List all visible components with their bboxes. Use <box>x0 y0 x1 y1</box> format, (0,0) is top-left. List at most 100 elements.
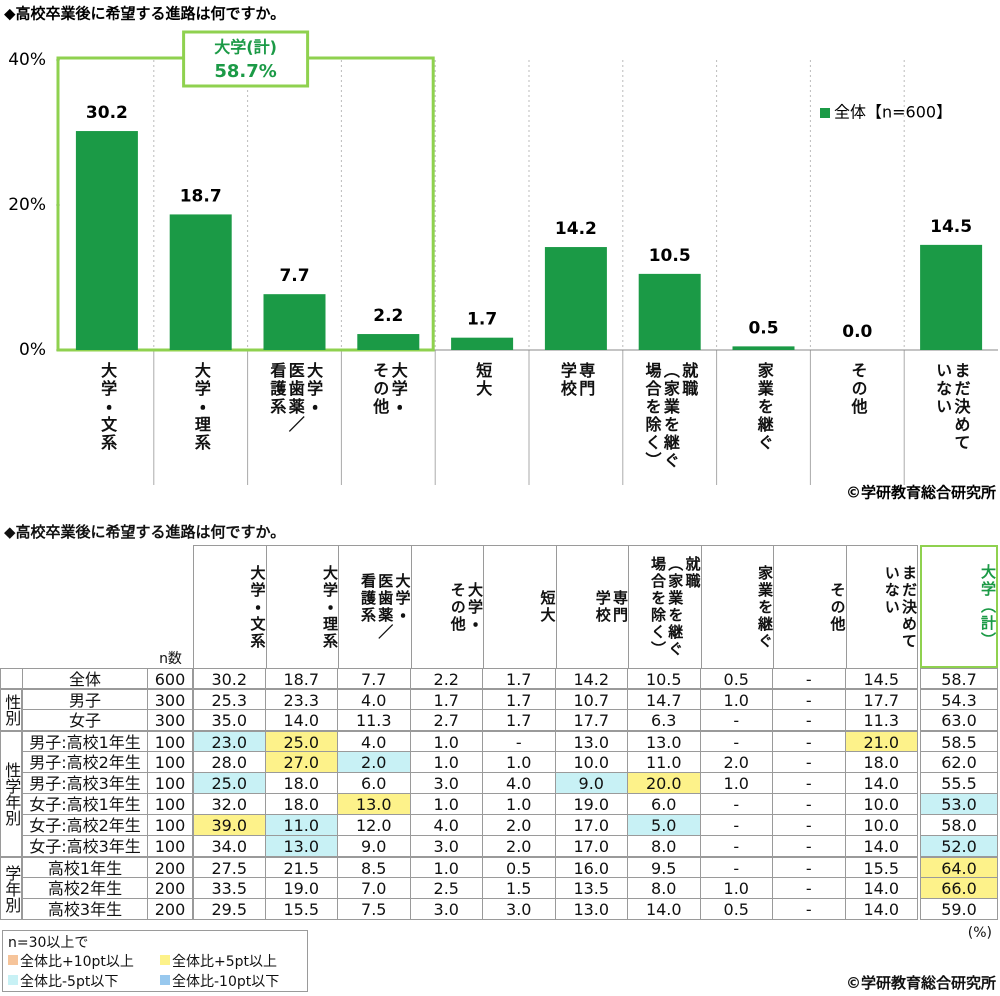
table-cell: 14.7 <box>628 689 701 710</box>
legend-label: 全体【n=600】 <box>834 103 952 122</box>
table-cell: 64.0 <box>920 857 998 878</box>
table-cell: - <box>773 689 846 710</box>
table-cell: 14.0 <box>265 710 338 731</box>
table-cell: 3.0 <box>410 836 483 857</box>
n-cell: 100 <box>148 794 193 815</box>
column-header: その他 <box>773 545 847 668</box>
table-cell: 6.0 <box>338 773 411 794</box>
legend-label: 全体比+10pt以上 <box>20 954 134 970</box>
n-header: n数 <box>159 651 182 667</box>
table-cell: 9.5 <box>628 857 701 878</box>
x-tick-label: 大学・文系 <box>98 362 118 452</box>
table-cell: 23.3 <box>265 689 338 710</box>
table-cell: 2.2 <box>410 668 483 689</box>
legend-swatch <box>8 955 18 965</box>
table-cell: 9.0 <box>555 773 628 794</box>
table-cell: 14.0 <box>628 899 701 920</box>
x-tick-label: 大学・ その他 <box>370 362 408 416</box>
row-label: 女子:高校3年生 <box>22 836 148 857</box>
table-cell: 33.5 <box>193 878 266 899</box>
table-cell: 25.3 <box>193 689 266 710</box>
table-cell: 18.0 <box>845 752 918 773</box>
n-cell: 300 <box>148 710 193 731</box>
table-cell: 13.0 <box>338 794 411 815</box>
table-cell: 2.7 <box>410 710 483 731</box>
column-header: 大学・文系 <box>193 545 267 668</box>
table-cell: 4.0 <box>483 773 556 794</box>
table-cell: 3.0 <box>410 899 483 920</box>
table-cell: 54.3 <box>920 689 998 710</box>
table-cell: 16.0 <box>555 857 628 878</box>
table-cell: 17.0 <box>555 815 628 836</box>
table-cell: 7.0 <box>338 878 411 899</box>
table-cell: 35.0 <box>193 710 266 731</box>
row-label: 男子 <box>22 689 148 710</box>
table-cell: 21.0 <box>845 731 918 752</box>
value-label: 30.2 <box>86 103 128 123</box>
x-tick-label: 短大 <box>473 362 493 398</box>
table-cell: 8.0 <box>628 836 701 857</box>
table-cell: - <box>773 815 846 836</box>
table-cell: 1.0 <box>700 689 773 710</box>
table-cell: 19.0 <box>265 878 338 899</box>
table-cell: - <box>700 857 773 878</box>
x-tick-label: まだ決めて いない <box>933 362 971 452</box>
column-header: 家業を継ぐ <box>700 545 774 668</box>
table-cell: 13.0 <box>628 731 701 752</box>
table-cell: 13.0 <box>555 731 628 752</box>
group-label: 性学年別 <box>0 731 22 857</box>
group-label: 性別 <box>0 689 22 731</box>
legend-title: n=30以上で <box>8 935 89 951</box>
value-label: 0.0 <box>842 322 872 342</box>
table-cell: 39.0 <box>193 815 266 836</box>
table-cell: - <box>773 899 846 920</box>
source: ©学研教育総合研究所 <box>845 974 996 992</box>
table-title: ◆高校卒業後に希望する進路は何ですか。 <box>4 523 286 541</box>
table-cell: 53.0 <box>920 794 998 815</box>
table-cell: - <box>773 794 846 815</box>
table-cell: 1.0 <box>410 731 483 752</box>
legend-swatch <box>160 975 170 985</box>
table-cell: 29.5 <box>193 899 266 920</box>
table-cell: 10.0 <box>845 794 918 815</box>
n-cell: 300 <box>148 689 193 710</box>
table-cell: 23.0 <box>193 731 266 752</box>
table-cell: 17.0 <box>555 836 628 857</box>
table-cell: 12.0 <box>338 815 411 836</box>
table-cell: 10.5 <box>628 668 701 689</box>
x-tick-label: 専門 学校 <box>557 362 596 398</box>
table-cell: 2.0 <box>483 815 556 836</box>
table-cell: 25.0 <box>265 731 338 752</box>
table-cell: 17.7 <box>845 689 918 710</box>
annotation-title: 大学(計) <box>214 38 277 57</box>
bar <box>263 294 326 350</box>
table-cell: 63.0 <box>920 710 998 731</box>
table-cell: 1.7 <box>483 710 556 731</box>
table-cell: 1.0 <box>410 752 483 773</box>
legend-swatch <box>160 955 170 965</box>
table-cell: - <box>700 731 773 752</box>
table-cell: - <box>483 731 556 752</box>
table-cell: 2.0 <box>483 836 556 857</box>
value-label: 18.7 <box>180 186 222 206</box>
table-cell: 7.7 <box>338 668 411 689</box>
row-label: 男子:高校3年生 <box>22 773 148 794</box>
table-cell: 13.0 <box>265 836 338 857</box>
value-label: 7.7 <box>279 266 309 286</box>
table-cell: 13.5 <box>555 878 628 899</box>
table-cell: 1.0 <box>483 794 556 815</box>
x-tick-label: 大学・ 医歯薬／ 看護系 <box>267 362 324 434</box>
table-cell: 58.0 <box>920 815 998 836</box>
table-cell: 1.0 <box>700 773 773 794</box>
table-cell: 7.5 <box>338 899 411 920</box>
table-cell: 14.0 <box>845 836 918 857</box>
table-cell: - <box>700 794 773 815</box>
y-tick-label: 20% <box>8 195 46 215</box>
table-cell: 55.5 <box>920 773 998 794</box>
value-label: 1.7 <box>467 310 497 330</box>
table-cell: 1.0 <box>700 878 773 899</box>
row-label: 女子:高校2年生 <box>22 815 148 836</box>
table-cell: 1.0 <box>483 752 556 773</box>
table-cell: 14.0 <box>845 878 918 899</box>
legend-label: 全体比+5pt以上 <box>172 954 278 970</box>
